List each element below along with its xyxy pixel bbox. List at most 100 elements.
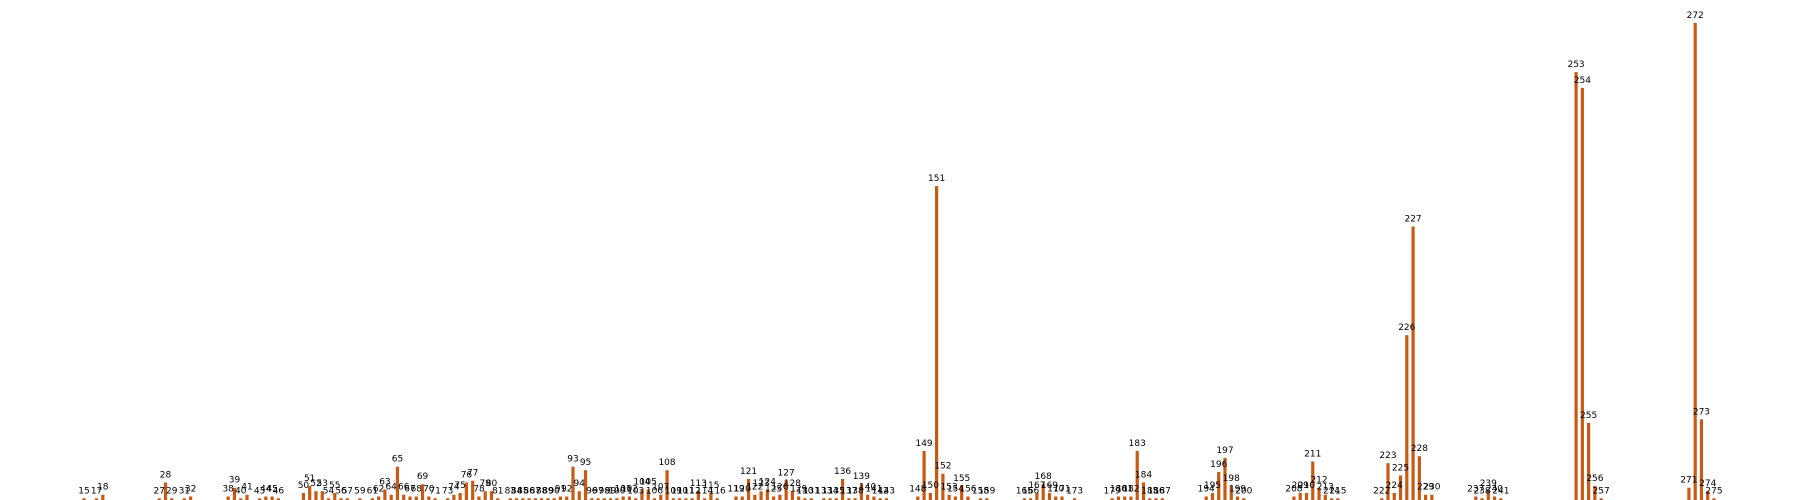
bar-label-56: 56 [335, 486, 347, 496]
bar-label-139: 139 [853, 472, 870, 482]
bar-209 [1298, 492, 1302, 500]
bar-label-111: 111 [677, 486, 694, 496]
bar-label-169: 169 [1041, 481, 1058, 491]
bar-230 [1430, 494, 1434, 500]
bar-127 [784, 480, 788, 500]
bar-211 [1311, 461, 1315, 500]
bar-223 [1386, 463, 1390, 500]
bar-label-159: 159 [978, 486, 995, 496]
bar-200 [1242, 498, 1246, 500]
bar-96 [590, 498, 594, 500]
bar-label-165: 165 [1016, 486, 1033, 496]
bar-label-43: 43 [254, 486, 265, 496]
bar-label-81: 81 [492, 486, 503, 496]
bar-label-229: 229 [1417, 483, 1434, 493]
bar-label-32: 32 [185, 484, 196, 494]
bar-label-238: 238 [1473, 486, 1490, 496]
bar-label-103: 103 [627, 486, 644, 496]
bar-label-45: 45 [266, 484, 277, 494]
bar-195 [1210, 492, 1215, 500]
bar-133 [822, 498, 826, 500]
bar-label-274: 274 [1699, 479, 1716, 489]
bar-label-240: 240 [1486, 484, 1503, 494]
bar-label-66: 66 [398, 483, 410, 493]
bar-label-57: 57 [342, 486, 353, 496]
bar-38 [226, 496, 230, 500]
bar-label-75: 75 [454, 481, 465, 491]
bar-105 [646, 489, 650, 500]
bar-165 [1022, 498, 1026, 500]
bar-18 [101, 494, 105, 500]
bar-label-223: 223 [1379, 451, 1396, 461]
bar-label-211: 211 [1304, 449, 1321, 459]
bar-271 [1687, 487, 1691, 500]
bar-label-125: 125 [765, 484, 782, 494]
bar-label-142: 142 [872, 486, 889, 496]
bar-43 [257, 498, 262, 500]
bar-label-256: 256 [1586, 474, 1603, 484]
bar-80 [489, 491, 494, 500]
bar-114 [703, 498, 707, 500]
bar-label-131: 131 [803, 486, 820, 496]
bar-label-98: 98 [599, 486, 611, 496]
bar-label-38: 38 [222, 484, 234, 494]
bar-93 [571, 466, 575, 500]
bar-label-86: 86 [523, 486, 535, 496]
bar-label-254: 254 [1574, 76, 1591, 86]
bar-label-51: 51 [304, 474, 315, 484]
bar-label-230: 230 [1423, 483, 1440, 493]
bar-225 [1398, 475, 1403, 500]
bar-label-96: 96 [586, 486, 598, 496]
bar-239 [1486, 491, 1490, 500]
bar-label-27: 27 [154, 486, 165, 496]
bar-156 [966, 496, 970, 500]
bar-40 [239, 498, 243, 500]
bar-126 [778, 494, 782, 500]
bar-241 [1499, 498, 1503, 500]
bar-111 [684, 498, 688, 500]
bar-label-70: 70 [423, 484, 435, 494]
bar-237 [1474, 496, 1478, 500]
bar-238 [1480, 498, 1484, 500]
bar-label-168: 168 [1035, 472, 1052, 482]
bar-227 [1411, 226, 1415, 500]
bar-46 [276, 498, 280, 500]
bar-label-112: 112 [684, 486, 701, 496]
bar-86 [527, 498, 531, 500]
bar-label-116: 116 [709, 486, 726, 496]
bar-143 [884, 498, 889, 500]
bar-label-76: 76 [461, 470, 473, 480]
bar-label-154: 154 [947, 484, 964, 494]
bar-78 [477, 496, 481, 500]
bar-94 [577, 491, 581, 500]
bar-215 [1336, 498, 1340, 500]
bar-151 [935, 186, 939, 500]
bar-116 [715, 498, 719, 500]
bar-label-135: 135 [828, 486, 845, 496]
bar-label-237: 237 [1467, 484, 1484, 494]
bar-label-180: 180 [1110, 484, 1127, 494]
bar-253 [1574, 72, 1578, 500]
bar-55 [333, 492, 337, 500]
bar-31 [182, 498, 186, 500]
bar-99 [609, 498, 613, 500]
bar-label-80: 80 [486, 479, 498, 489]
bar-label-224: 224 [1386, 481, 1403, 491]
bar-label-77: 77 [467, 469, 478, 479]
bar-label-69: 69 [417, 472, 429, 482]
bar-label-92: 92 [561, 484, 572, 494]
bar-56 [339, 498, 343, 500]
bar-label-17: 17 [91, 486, 102, 496]
bar-label-130: 130 [796, 486, 813, 496]
bar-label-150: 150 [922, 481, 939, 491]
bar-76 [464, 482, 469, 500]
bar-107 [659, 494, 663, 500]
bar-159 [985, 498, 989, 500]
bar-139 [859, 484, 863, 500]
bar-label-257: 257 [1593, 486, 1610, 496]
bar-51 [308, 485, 312, 500]
bar-label-271: 271 [1680, 476, 1697, 486]
bar-label-50: 50 [298, 481, 310, 491]
bar-label-52: 52 [310, 479, 321, 489]
bar-226 [1405, 335, 1409, 500]
